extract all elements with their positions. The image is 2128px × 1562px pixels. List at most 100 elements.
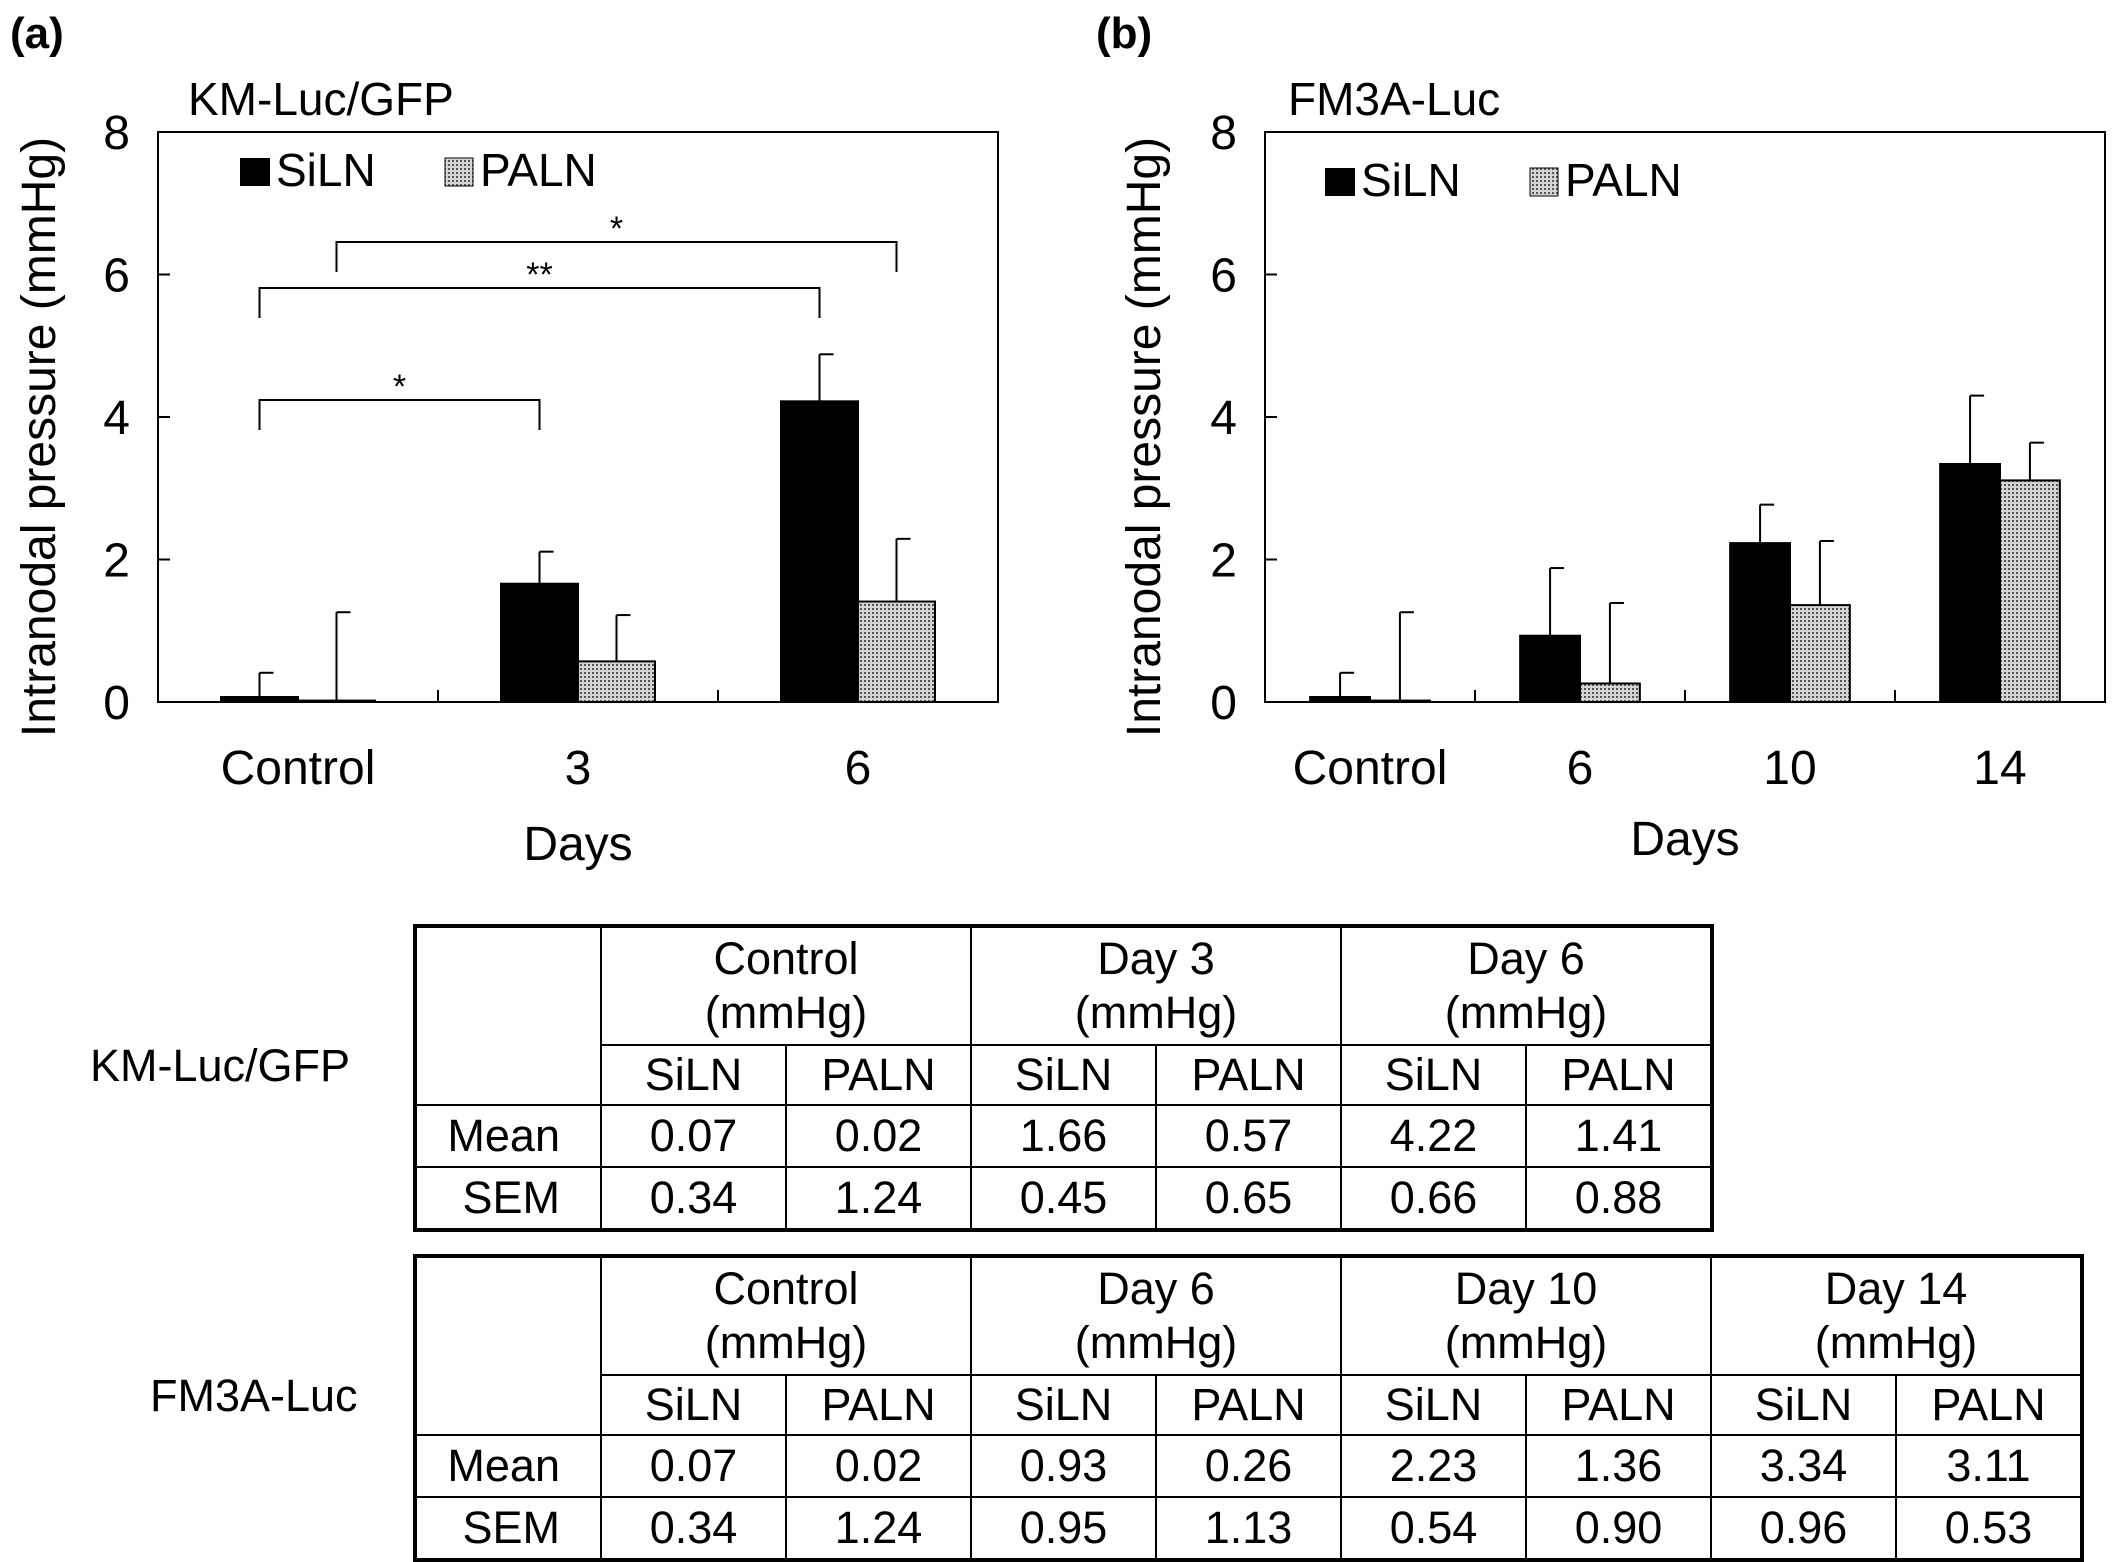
value-cell: 0.93 [970,1434,1157,1498]
legend-swatch-siln [1325,168,1355,196]
value-cell: 3.34 [1710,1434,1897,1498]
value-cell: 0.53 [1895,1496,2083,1561]
bar-paln [577,660,656,704]
subheader-cell: PALN [785,1044,972,1106]
value-cell: 0.96 [1710,1496,1897,1561]
significance-label: ** [526,256,552,294]
group-header: Control (mmHg) [600,1255,972,1376]
table-row: Mean 0.07 0.02 0.93 0.26 2.23 1.36 3.34 3.11 [414,1434,2083,1498]
subheader-cell: SiLN [600,1044,787,1106]
group-header: Day 6 (mmHg) [970,1255,1342,1376]
x-tick-label: Control [221,742,376,795]
y-axis-label: Intranodal pressure (mmHg) [13,137,66,737]
table-row: Mean 0.07 0.02 1.66 0.57 4.22 1.41 [414,1104,1713,1168]
charts-canvas: (a) KM-Luc/GFP 0 2 4 6 8 Control 3 6 Days Intranoda… [10,9,2106,871]
bar-siln [500,582,579,703]
legend-swatch-siln [240,158,270,186]
value-cell: 2.23 [1340,1434,1527,1498]
row-header: Mean [414,1104,602,1168]
subheader-cell: PALN [785,1374,972,1436]
subheader-cell: SiLN [970,1374,1157,1436]
subheader-cell: SiLN [1710,1374,1897,1436]
value-cell: 4.22 [1340,1104,1527,1168]
bar-paln [1789,604,1851,703]
table-row: SEM 0.34 1.24 0.95 1.13 0.54 0.90 0.96 0.53 [414,1496,2083,1561]
panel-label: (a) [10,9,64,58]
subheader-cell: SiLN [1340,1374,1527,1436]
subheader-cell: SiLN [970,1044,1157,1106]
legend-swatch-paln [444,157,474,187]
x-tick-label: 6 [845,742,872,795]
bar-paln [857,600,936,703]
row-header: SEM [414,1496,602,1561]
value-cell: 0.65 [1155,1166,1342,1231]
value-cell: 1.41 [1525,1104,1713,1168]
value-cell: 0.88 [1525,1166,1713,1231]
legend-label-paln: PALN [480,144,597,196]
value-cell: 0.90 [1525,1496,1712,1561]
bar-siln [780,400,859,703]
row-header: SEM [414,1166,602,1231]
legend-label-siln: SiLN [276,144,376,196]
value-cell: 0.57 [1155,1104,1342,1168]
value-cell: 0.26 [1155,1434,1342,1498]
table-row-label: FM3A-Luc [150,1370,358,1421]
value-cell: 1.24 [785,1496,972,1561]
significance-label: * [393,368,406,406]
legend-swatch-paln [1529,167,1559,197]
value-cell: 0.07 [600,1104,787,1168]
y-tick-label: 2 [103,535,130,588]
value-cell: 0.02 [785,1434,972,1498]
value-cell: 0.34 [600,1496,787,1561]
summary-table: Control (mmHg) Day 3 (mmHg) Day 6 (mmHg) SiLN P… [413,924,1714,1232]
value-cell: 1.13 [1155,1496,1342,1561]
bar-paln [297,699,376,704]
y-tick-label: 2 [1210,535,1237,588]
bar-siln [1309,696,1372,704]
x-tick-label: 3 [565,742,592,795]
bar-paln [1999,479,2061,703]
bar-siln [1939,463,2002,703]
value-cell: 0.45 [970,1166,1157,1231]
value-cell: 0.07 [600,1434,787,1498]
group-header: Day 14 (mmHg) [1710,1255,2083,1376]
chart-title: KM-Luc/GFP [188,73,454,125]
value-cell: 0.02 [785,1104,972,1168]
legend-label-paln: PALN [1565,154,1682,206]
y-tick-label: 6 [103,250,130,303]
table-row: SEM 0.34 1.24 0.45 0.65 0.66 0.88 [414,1166,1713,1231]
significance-bracket [335,241,898,272]
significance-bracket [258,287,821,318]
subheader-cell: PALN [1155,1044,1342,1106]
bar-siln [1519,634,1582,703]
bar-siln [1729,542,1792,703]
subheader-cell: PALN [1525,1044,1713,1106]
row-header: Mean [414,1434,602,1498]
value-cell: 0.95 [970,1496,1157,1561]
value-cell: 1.36 [1525,1434,1712,1498]
y-axis-label: Intranodal pressure (mmHg) [1118,137,1171,737]
value-cell: 1.24 [785,1166,972,1231]
subheader-cell: PALN [1895,1374,2083,1436]
value-cell: 0.66 [1340,1166,1527,1231]
x-tick-label: 6 [1567,742,1594,795]
x-tick-label: 14 [1973,742,2026,795]
x-tick-label: Control [1293,742,1448,795]
y-tick-label: 0 [103,677,130,730]
blank-cell [414,925,602,1106]
group-header: Control (mmHg) [600,925,972,1046]
y-tick-label: 4 [103,392,130,445]
blank-cell [414,1255,602,1436]
y-tick-label: 6 [1210,250,1237,303]
chart-panel-b: (b) FM3A-Luc 0 2 4 6 8 Control 6 10 14 Days Intranod… [1096,9,2106,866]
chart-panel-a: (a) KM-Luc/GFP 0 2 4 6 8 Control 3 6 Days Intranoda… [10,9,999,871]
value-cell: 3.11 [1895,1434,2083,1498]
summary-table: Control (mmHg) Day 6 (mmHg) Day 10 (mmHg) Day … [413,1254,2084,1562]
group-header: Day 10 (mmHg) [1340,1255,1712,1376]
bar-paln [1369,699,1431,704]
panel-label: (b) [1096,9,1152,58]
x-tick-label: 10 [1763,742,1816,795]
y-tick-label: 8 [103,107,130,160]
y-tick-label: 8 [1210,107,1237,160]
bar-siln [220,696,299,704]
